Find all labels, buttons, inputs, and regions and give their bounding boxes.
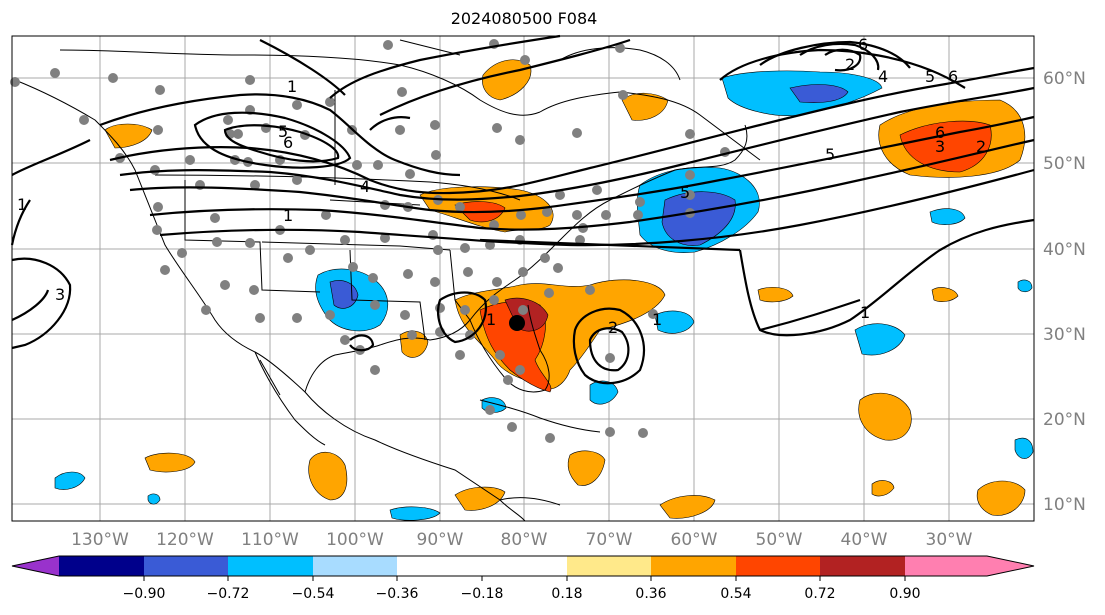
anomaly-shading bbox=[54, 59, 1034, 521]
colorbar-outline bbox=[11, 555, 1035, 577]
colorbar-segment bbox=[482, 556, 567, 576]
colorbar-tick-label: 0.36 bbox=[635, 586, 666, 602]
colorbar-segment bbox=[313, 556, 397, 576]
contour-label: 5 bbox=[925, 67, 935, 86]
lon-label: 30°W bbox=[926, 530, 973, 550]
contour-label: 3 bbox=[935, 137, 945, 156]
colorbar-segment bbox=[736, 556, 820, 576]
storm-center-marker bbox=[509, 315, 525, 331]
colorbar-tick-label: 0.72 bbox=[804, 586, 835, 602]
contour-label: 1 bbox=[287, 77, 297, 96]
colorbar-tick-label: −0.54 bbox=[292, 586, 335, 602]
colorbar-segment bbox=[567, 556, 651, 576]
lat-label: 20°N bbox=[1043, 410, 1086, 430]
lon-label: 50°W bbox=[756, 530, 803, 550]
colorbar-segment bbox=[228, 556, 313, 576]
contour-labels: 1 5 6 4 1 1 3 2 1 2 4 5 6 6 3 2 5 1 1 5 … bbox=[17, 35, 986, 337]
lon-label: 130°W bbox=[71, 530, 129, 550]
colorbar-segment bbox=[651, 556, 736, 576]
colorbar-segment bbox=[987, 556, 1034, 576]
colorbar-tick-label: −0.18 bbox=[461, 586, 504, 602]
contour-label: 6 bbox=[935, 123, 945, 142]
lon-label: 80°W bbox=[501, 530, 548, 550]
contour-label: 3 bbox=[55, 285, 65, 304]
colorbar-tick-label: 0.18 bbox=[551, 586, 582, 602]
colorbar-segment bbox=[12, 556, 59, 576]
colorbar-segment bbox=[820, 556, 905, 576]
contour-label: 5 bbox=[278, 122, 288, 141]
colorbar-segment bbox=[59, 556, 144, 576]
lat-label: 40°N bbox=[1043, 240, 1086, 260]
lon-label: 70°W bbox=[586, 530, 633, 550]
lon-label: 60°W bbox=[671, 530, 718, 550]
map-title: 2024080500 F084 bbox=[450, 9, 598, 28]
contour-label: 1 bbox=[860, 303, 870, 322]
contour-label: 1 bbox=[283, 206, 293, 225]
contour-label: 6 bbox=[948, 67, 958, 86]
lat-label: 10°N bbox=[1043, 495, 1086, 515]
contour-label: 4 bbox=[878, 67, 888, 86]
colorbar-segment bbox=[905, 556, 987, 576]
contour-label: 2 bbox=[608, 318, 618, 337]
colorbar-tick-label: −0.72 bbox=[207, 586, 250, 602]
colorbar-segment bbox=[397, 556, 482, 576]
colorbar-tick-label: −0.90 bbox=[123, 586, 166, 602]
lon-label: 90°W bbox=[417, 530, 464, 550]
contour-label: 1 bbox=[652, 310, 662, 329]
map-background bbox=[12, 36, 1034, 521]
lat-label: 30°N bbox=[1043, 325, 1086, 345]
colorbar-tick-label: 0.54 bbox=[720, 586, 751, 602]
lon-label: 110°W bbox=[241, 530, 299, 550]
station-dots bbox=[10, 39, 730, 443]
contour-label: 6 bbox=[858, 35, 868, 54]
latitude-labels: 60°N 50°N 40°N 30°N 20°N 10°N bbox=[1043, 69, 1086, 515]
colorbar-tick-label: −0.36 bbox=[376, 586, 419, 602]
lon-label: 40°W bbox=[841, 530, 888, 550]
contour-label: 5 bbox=[825, 145, 835, 164]
colorbar: −0.90 −0.72 −0.54 −0.36 −0.18 0.18 0.36 … bbox=[11, 555, 1035, 602]
contour-label: 1 bbox=[17, 195, 27, 214]
contour-label: 2 bbox=[976, 137, 986, 156]
colorbar-segment bbox=[144, 556, 228, 576]
contour-label: 6 bbox=[283, 133, 293, 152]
lat-label: 60°N bbox=[1043, 69, 1086, 89]
lat-label: 50°N bbox=[1043, 154, 1086, 174]
colorbar-ticks bbox=[143, 576, 906, 581]
contour-lines bbox=[10, 34, 1035, 385]
contour-label: 5 bbox=[680, 183, 690, 202]
colorbar-tick-label: 0.90 bbox=[889, 586, 920, 602]
longitude-labels: 130°W 120°W 110°W 100°W 90°W 80°W 70°W 6… bbox=[71, 530, 973, 550]
contour-label: 2 bbox=[845, 55, 855, 74]
contour-label: 1 bbox=[486, 310, 496, 329]
lon-label: 100°W bbox=[326, 530, 384, 550]
contour-label: 4 bbox=[360, 177, 370, 196]
lon-label: 120°W bbox=[156, 530, 214, 550]
map-frame bbox=[11, 35, 1035, 522]
